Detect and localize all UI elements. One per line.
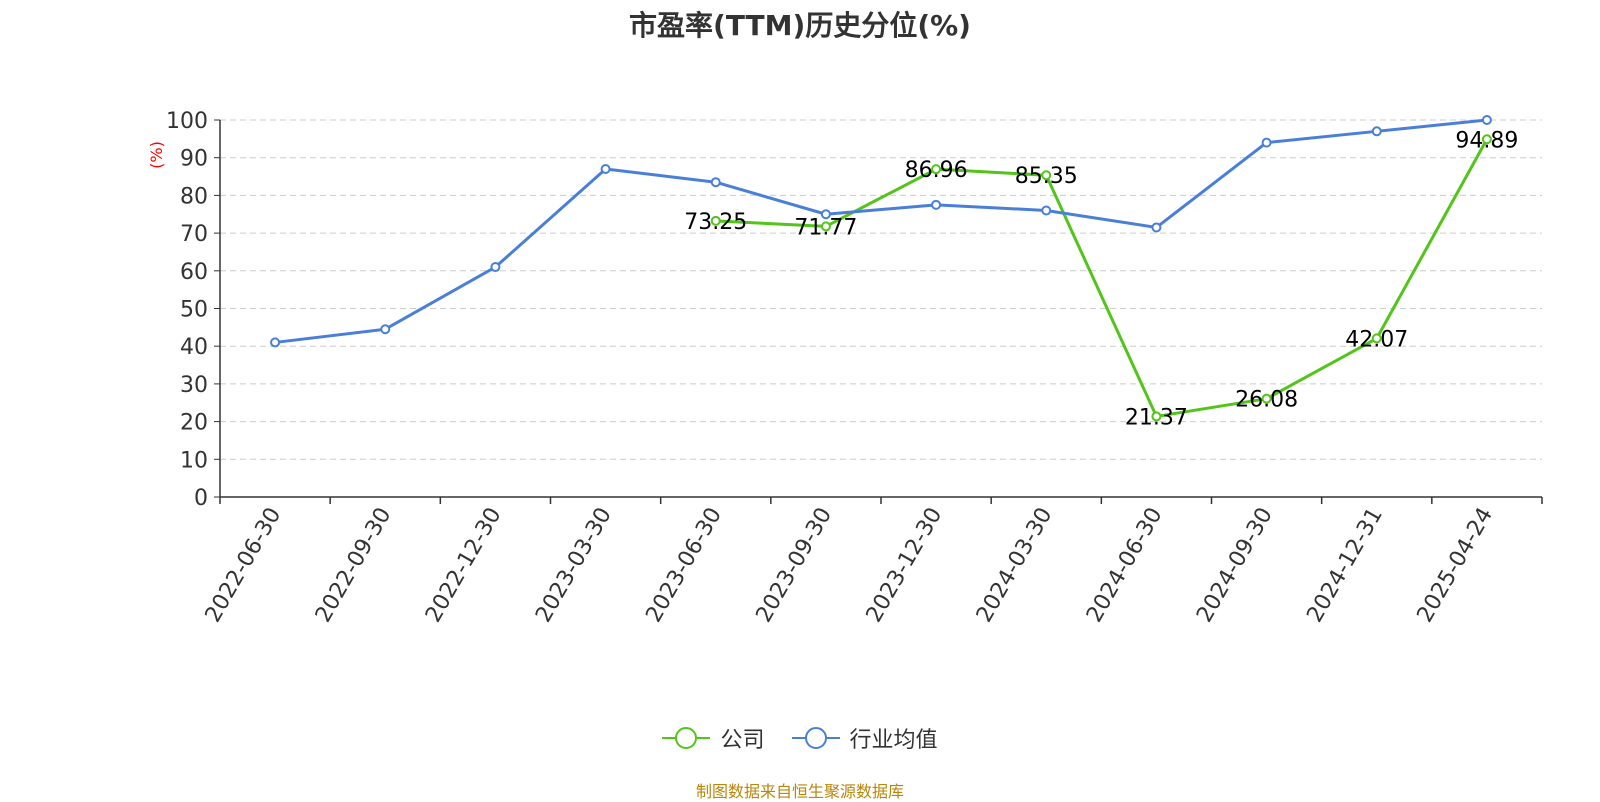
legend-symbol-industry-icon xyxy=(791,727,840,749)
data-source-footer: 制图数据来自恒生聚源数据库 xyxy=(695,782,904,801)
axes: 0 10 20 30 40 50 60 70 80 90 100(%) 2022-06-30 2022-… xyxy=(147,109,1543,627)
data-label: 71.77 xyxy=(794,215,857,240)
y-tick-label: 80 xyxy=(180,184,208,209)
y-tick-label: 0 xyxy=(194,486,208,511)
y-tick-label: 40 xyxy=(180,335,208,360)
series-point-0 xyxy=(931,164,942,175)
series-line-1 xyxy=(274,118,1488,344)
y-tick-label: 90 xyxy=(180,147,208,172)
series-point-0 xyxy=(1371,333,1382,344)
legend-symbol-company-icon xyxy=(662,727,711,749)
grid-lines xyxy=(220,119,1542,460)
x-tick-label: 2022-12-30 xyxy=(421,504,507,627)
x-tick-label: 2022-06-30 xyxy=(201,504,287,627)
x-tick-label: 2023-03-30 xyxy=(531,504,617,627)
series-point-0 xyxy=(1151,411,1162,422)
legend-label-industry: 行业均值 xyxy=(849,728,938,753)
series-lines xyxy=(270,115,1492,422)
series-point-1 xyxy=(820,209,831,220)
chart-title: 市盈率(TTM)历史分位(%) xyxy=(629,9,971,42)
legend: 公司 行业均值 xyxy=(0,722,1600,756)
y-tick-label: 70 xyxy=(180,222,208,247)
series-point-1 xyxy=(490,262,501,273)
series-point-0 xyxy=(1481,134,1492,145)
data-label: 86.96 xyxy=(905,158,968,183)
y-axis-unit-label: (%) xyxy=(147,141,166,169)
x-tick-label: 2024-09-30 xyxy=(1192,504,1278,627)
x-tick-label: 2022-09-30 xyxy=(311,504,397,627)
series-point-1 xyxy=(710,177,721,188)
series-point-1 xyxy=(380,324,391,335)
series-point-1 xyxy=(1261,137,1272,148)
data-label: 21.37 xyxy=(1125,405,1188,430)
data-label: 73.25 xyxy=(684,210,747,235)
y-tick-label: 60 xyxy=(180,260,208,285)
data-label: 85.35 xyxy=(1015,164,1078,189)
series-point-0 xyxy=(710,215,721,226)
data-label: 26.08 xyxy=(1235,388,1298,413)
x-tick-label: 2025-04-24 xyxy=(1413,504,1499,627)
series-point-1 xyxy=(600,164,611,175)
y-tick-label: 20 xyxy=(180,411,208,436)
series-line-0 xyxy=(715,138,1489,418)
x-tick-label: 2023-12-30 xyxy=(862,504,948,627)
series-point-1 xyxy=(1151,222,1162,233)
y-tick-label: 100 xyxy=(166,109,208,134)
y-tick-label: 50 xyxy=(180,298,208,323)
y-tick-label: 10 xyxy=(180,448,208,473)
series-point-1 xyxy=(931,199,942,210)
legend-item-company[interactable]: 公司 xyxy=(662,722,765,754)
series-point-1 xyxy=(1041,205,1052,216)
series-point-1 xyxy=(1481,115,1492,125)
data-label: 94.89 xyxy=(1455,128,1518,153)
x-tick-label: 2024-03-30 xyxy=(972,504,1058,627)
x-tick-label: 2024-06-30 xyxy=(1082,504,1168,627)
x-tick-label: 2023-06-30 xyxy=(641,504,727,627)
legend-label-company: 公司 xyxy=(720,728,765,753)
series-point-1 xyxy=(1371,126,1382,137)
data-label: 42.07 xyxy=(1345,327,1408,352)
x-tick-label: 2023-09-30 xyxy=(752,504,838,627)
series-point-1 xyxy=(270,337,281,348)
series-point-0 xyxy=(1041,170,1052,181)
legend-item-industry[interactable]: 行业均值 xyxy=(791,722,938,754)
series-point-0 xyxy=(1261,393,1272,404)
y-tick-label: 30 xyxy=(180,373,208,398)
series-point-0 xyxy=(820,221,831,232)
x-tick-label: 2024-12-31 xyxy=(1302,504,1388,627)
data-labels: 73.25 71.77 86.96 85.35 21.37 26.08 42.07 94.89 xyxy=(684,128,1518,430)
